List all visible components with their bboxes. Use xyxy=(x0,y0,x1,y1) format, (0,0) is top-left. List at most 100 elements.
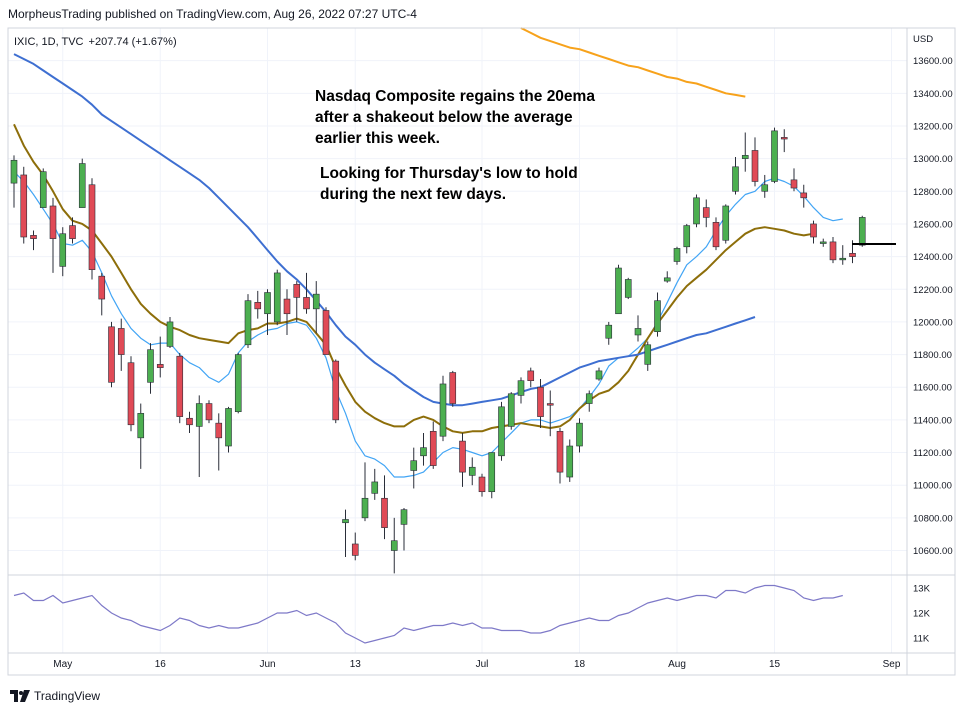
candle xyxy=(537,379,544,429)
candle-body xyxy=(488,452,496,493)
candle xyxy=(390,517,398,574)
price-tick-label: 13400.00 xyxy=(913,89,953,100)
candle-body xyxy=(654,300,661,333)
candle xyxy=(88,178,96,280)
candle xyxy=(663,271,671,283)
candle xyxy=(556,428,564,484)
tradingview-logo-icon xyxy=(10,690,30,702)
candle xyxy=(322,307,330,355)
candle-body xyxy=(312,293,320,310)
candle xyxy=(615,264,622,315)
candle xyxy=(254,290,262,319)
candle-body xyxy=(410,460,418,471)
candle-body xyxy=(468,466,476,476)
candle xyxy=(342,509,349,558)
candle-body xyxy=(39,171,47,208)
candle-body xyxy=(751,150,759,182)
candle xyxy=(283,289,291,335)
price-tick-label: 12800.00 xyxy=(913,187,953,198)
candle-body xyxy=(20,174,28,238)
candle-body xyxy=(819,241,827,244)
candle xyxy=(741,132,749,172)
line-50-sma xyxy=(13,53,756,407)
annotation-regains-20ema: Nasdaq Composite regains the 20ema after… xyxy=(315,88,595,147)
candle-body xyxy=(693,197,700,225)
candle-body xyxy=(605,324,613,339)
candle-body xyxy=(498,406,505,457)
candle xyxy=(810,220,817,244)
candle xyxy=(654,292,661,337)
footer[interactable]: TradingView xyxy=(10,689,100,703)
price-tick-label: 10800.00 xyxy=(913,513,953,524)
candle-body xyxy=(147,349,154,383)
candle-body xyxy=(429,431,437,466)
candle-body xyxy=(264,292,271,315)
candle xyxy=(371,468,379,500)
candle-body xyxy=(732,166,739,192)
price-axis-currency: USD xyxy=(913,34,933,45)
price-tick-label: 11400.00 xyxy=(913,415,952,426)
candle xyxy=(439,375,447,442)
candle xyxy=(819,238,827,247)
candle-body xyxy=(585,393,593,404)
symbol-label: IXIC, 1D, TVC xyxy=(14,36,84,48)
candle-body xyxy=(576,422,583,447)
candle-body xyxy=(439,383,447,437)
candle xyxy=(790,168,798,192)
candle xyxy=(225,406,232,453)
chart-frame xyxy=(7,27,956,676)
candle-body xyxy=(761,184,769,192)
change-value: +207.74 (+1.67%) xyxy=(88,36,177,48)
candle-body xyxy=(390,540,398,551)
price-tick-label: 10600.00 xyxy=(913,546,953,557)
candle-body xyxy=(176,355,184,417)
candle-body xyxy=(849,253,856,257)
price-tick-label: 11000.00 xyxy=(913,481,952,492)
candle xyxy=(351,532,359,561)
time-tick-label: Jun xyxy=(259,659,275,670)
line-200-sma xyxy=(520,27,746,98)
symbol-legend: IXIC, 1D, TVC +207.74 (+1.67%) xyxy=(14,36,179,48)
lower-pane-line xyxy=(13,584,843,644)
candle-body xyxy=(117,328,125,355)
candle xyxy=(468,457,476,486)
time-axis[interactable]: May 16 Jun 13 Jul 18 Aug 15 Sep xyxy=(53,659,901,670)
candle xyxy=(117,318,125,371)
price-tick-label: 12000.00 xyxy=(913,317,953,328)
price-tick-label: 11800.00 xyxy=(913,350,952,361)
candle-body xyxy=(78,163,86,208)
candle xyxy=(478,473,486,497)
candle-body xyxy=(186,417,193,426)
candle xyxy=(585,390,593,412)
candle xyxy=(234,352,242,414)
candle-body xyxy=(215,422,223,439)
candle-body xyxy=(780,137,788,140)
lower-pane xyxy=(13,584,843,644)
candle xyxy=(527,367,535,388)
candle-body xyxy=(88,184,96,270)
candle-body xyxy=(507,393,515,427)
time-tick-label: Jul xyxy=(476,659,489,670)
candle-body xyxy=(293,284,301,298)
candle xyxy=(605,321,613,345)
candle-body xyxy=(342,519,349,524)
candle xyxy=(459,432,466,487)
candle-body xyxy=(59,233,67,267)
price-tick-label: 11200.00 xyxy=(913,448,952,459)
main-pane[interactable] xyxy=(10,27,896,574)
candle xyxy=(147,343,154,394)
lower-tick-label: 12K xyxy=(913,609,931,620)
candle-body xyxy=(517,380,525,396)
candle xyxy=(644,341,652,371)
candle xyxy=(488,452,496,499)
price-tick-label: 13600.00 xyxy=(913,56,953,67)
candle-body xyxy=(858,217,866,246)
candle xyxy=(400,508,408,551)
candle xyxy=(166,317,174,349)
candle-body xyxy=(839,257,847,261)
candle xyxy=(683,223,691,254)
price-axis[interactable]: USD 10600.00 10800.00 11000.00 11200.00 1140… xyxy=(913,34,953,557)
candle-body xyxy=(420,447,427,457)
candle-body xyxy=(108,326,115,383)
